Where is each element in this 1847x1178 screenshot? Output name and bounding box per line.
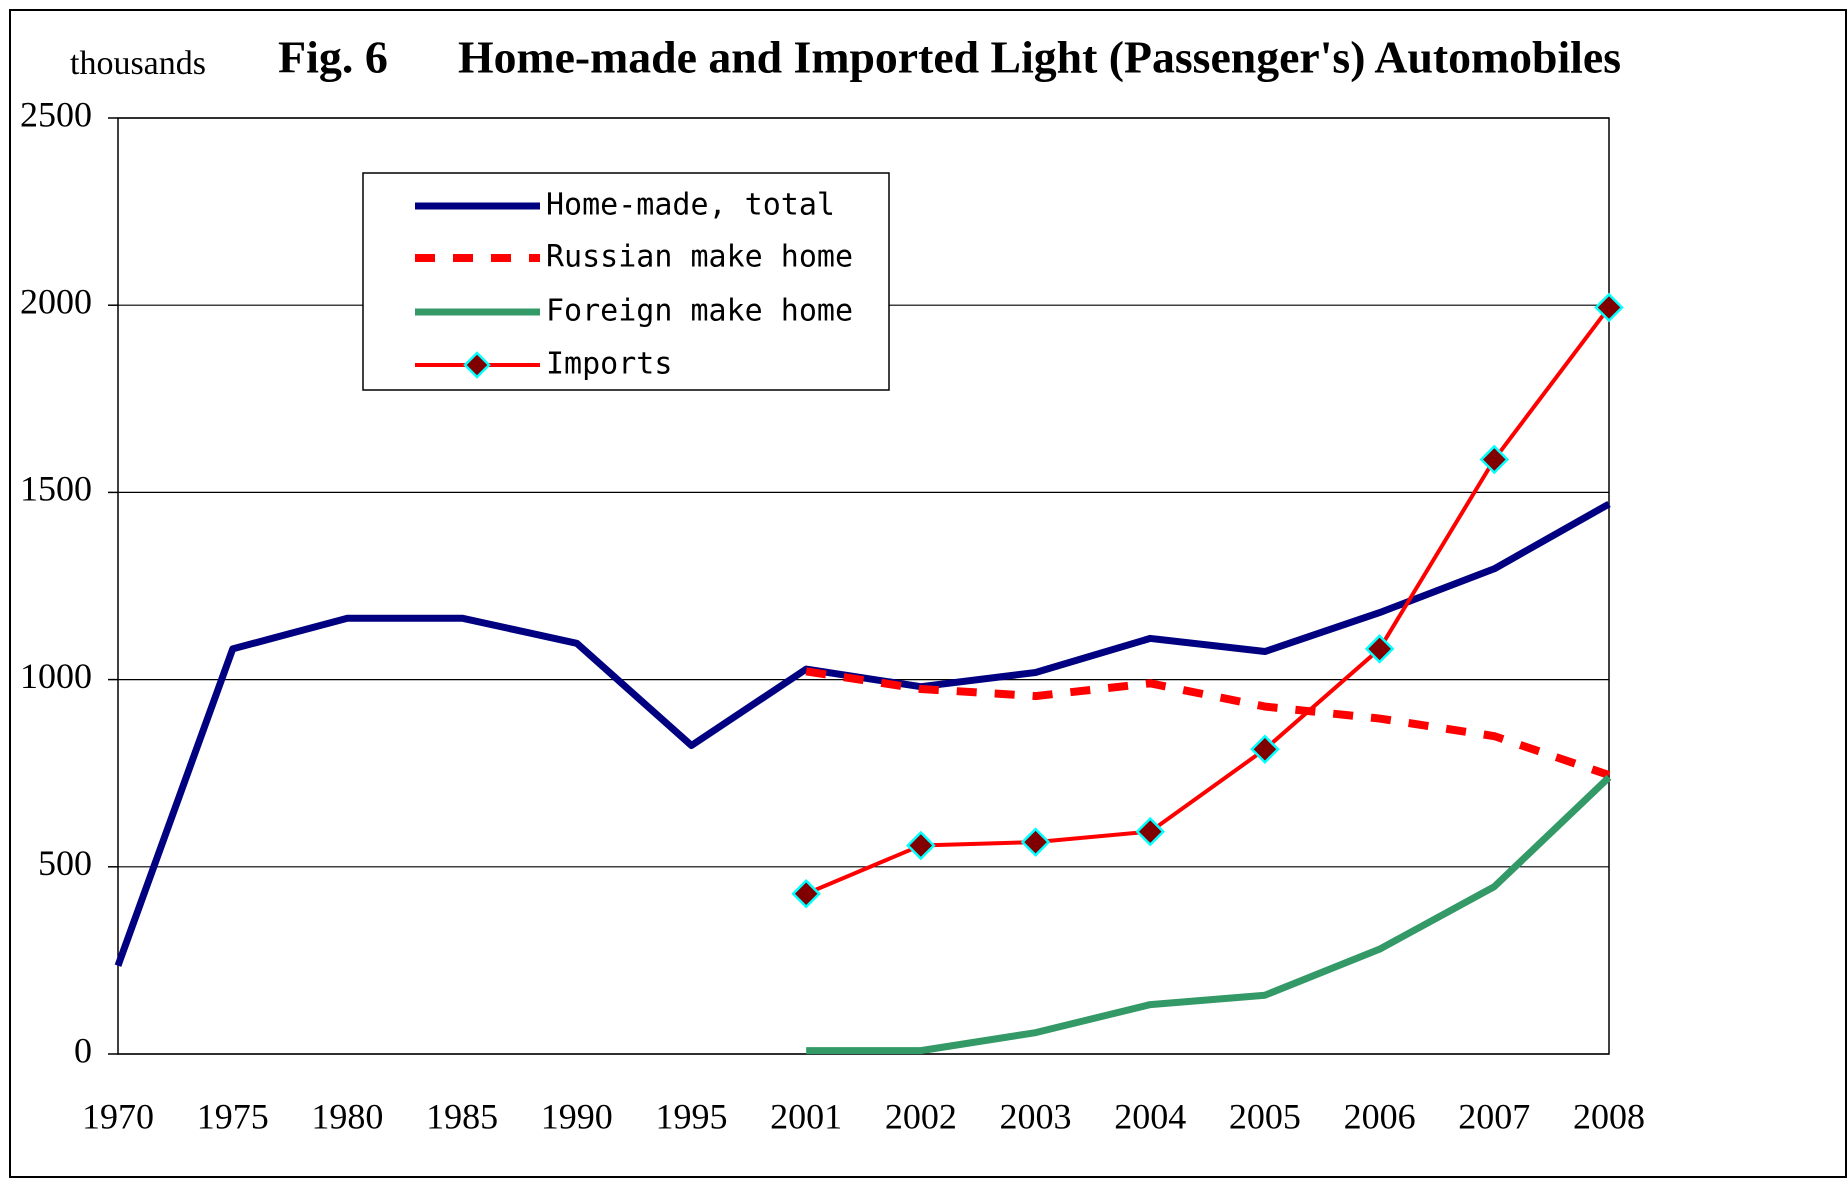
x-tick-label: 1970: [82, 1096, 154, 1136]
series-line: [114, 500, 1611, 967]
x-tick-label: 2005: [1229, 1096, 1301, 1136]
x-tick-label: 2006: [1344, 1096, 1416, 1136]
legend-label: Foreign make home: [546, 294, 853, 329]
y-tick-label: 2500: [20, 94, 92, 134]
x-tick-label: 1990: [541, 1096, 613, 1136]
frame: [9, 9, 1847, 1178]
x-tick-label: 2008: [1573, 1096, 1645, 1136]
legend-label: Home-made, total: [546, 188, 835, 223]
y-tick-label: 1000: [20, 656, 92, 696]
marker: [791, 878, 821, 909]
x-tick-label: 1980: [311, 1096, 383, 1136]
legend-label: Russian make home: [546, 240, 853, 275]
series-line: [806, 774, 1612, 1055]
figure-label: Fig. 6: [278, 32, 388, 83]
y-tick-label: 1500: [20, 469, 92, 509]
x-tick-label: 1985: [426, 1096, 498, 1136]
series-line: [805, 306, 1611, 896]
marker: [1020, 827, 1051, 857]
y-tick-label: 500: [38, 843, 92, 883]
marker: [906, 830, 936, 861]
x-tick-label: 2002: [885, 1096, 957, 1136]
x-tick-label: 1975: [197, 1096, 269, 1136]
legend-marker: [463, 351, 491, 379]
y-tick-label: 2000: [20, 281, 92, 321]
marker: [1364, 634, 1395, 664]
marker: [1594, 292, 1624, 323]
x-tick-label: 2003: [1000, 1096, 1072, 1136]
marker: [1135, 816, 1165, 847]
legend-label: Imports: [546, 347, 672, 382]
x-tick-label: 2007: [1458, 1096, 1530, 1136]
y-axis-label: thousands: [70, 45, 206, 82]
y-tick-label: 0: [74, 1030, 92, 1070]
marker: [1479, 444, 1510, 475]
marker: [1250, 734, 1280, 765]
chart-title: Home-made and Imported Light (Passenger'…: [458, 32, 1621, 83]
x-tick-label: 2001: [770, 1096, 842, 1136]
x-tick-label: 1995: [655, 1096, 727, 1136]
x-tick-label: 2004: [1114, 1096, 1186, 1136]
series-line: [805, 667, 1611, 779]
